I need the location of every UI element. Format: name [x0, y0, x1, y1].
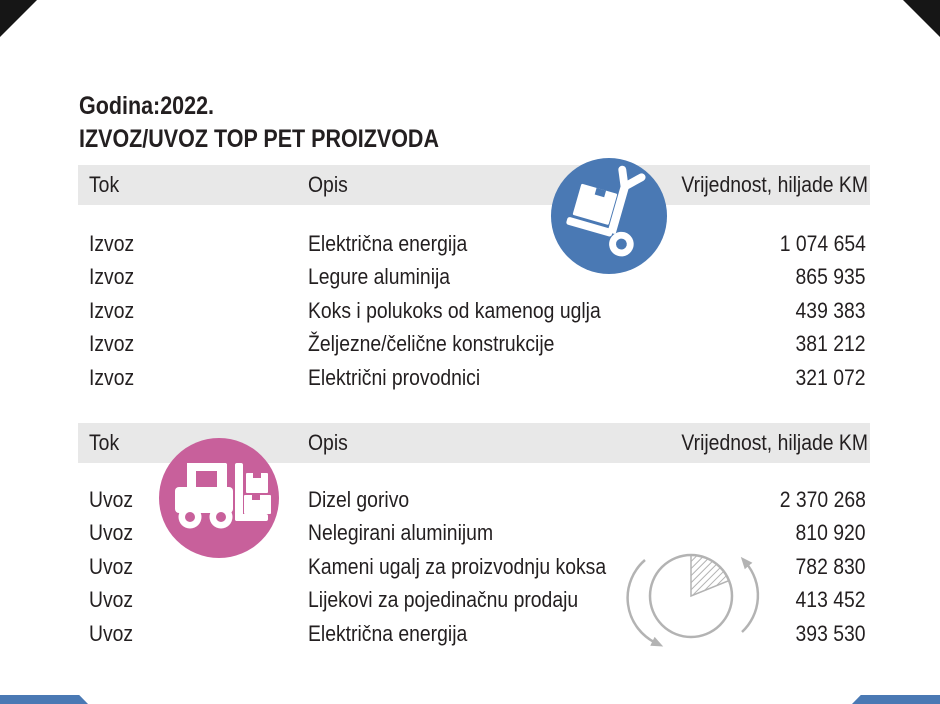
pie-chart-refresh-icon [624, 543, 760, 661]
table-row: Izvoz Koks i polukoks od kamenog uglja 4… [78, 294, 870, 328]
cell-description: Električna energija [308, 620, 468, 646]
header-value: Vrijednost, hiljade KM [681, 430, 868, 455]
cell-flow: Uvoz [89, 620, 134, 646]
cell-value: 2 370 268 [779, 486, 866, 512]
cell-value: 865 935 [796, 264, 866, 290]
header-description: Opis [308, 430, 348, 455]
export-rows: Izvoz Električna energija 1 074 654 Izvo… [78, 227, 870, 395]
footer-bar-bottom-left [0, 695, 88, 704]
import-rows: Uvoz Dizel gorivo 2 370 268 Uvoz Nelegir… [78, 483, 870, 651]
cell-flow: Izvoz [89, 264, 135, 290]
title-main: IZVOZ/UVOZ TOP PET PROIZVODA [79, 125, 439, 153]
cell-flow: Uvoz [89, 520, 134, 546]
cell-description: Kameni ugalj za proizvodnju koksa [308, 553, 607, 579]
cell-value: 321 072 [796, 364, 866, 390]
corner-triangle-top-left [0, 0, 37, 37]
table-row: Izvoz Električna energija 1 074 654 [78, 227, 870, 261]
table-row: Uvoz Kameni ugalj za proizvodnju koksa 7… [78, 550, 870, 584]
cell-description: Željezne/čelične konstrukcije [308, 331, 555, 357]
table-row: Izvoz Željezne/čelične konstrukcije 381 … [78, 328, 870, 362]
cell-value: 439 383 [796, 297, 866, 323]
cell-flow: Uvoz [89, 587, 134, 613]
cell-description: Legure aluminija [308, 264, 451, 290]
cell-description: Električna energija [308, 230, 468, 256]
header-flow: Tok [89, 172, 120, 197]
export-table-header: Tok Opis Vrijednost, hiljade KM [78, 165, 870, 205]
cell-value: 1 074 654 [779, 230, 866, 256]
cell-description: Električni provodnici [308, 364, 481, 390]
table-row: Izvoz Električni provodnici 321 072 [78, 361, 870, 395]
cell-flow: Izvoz [89, 230, 135, 256]
title-year: Godina:2022. [79, 92, 215, 120]
page-title: Godina:2022. IZVOZ/UVOZ TOP PET PROIZVOD… [79, 90, 498, 156]
table-row: Izvoz Legure aluminija 865 935 [78, 261, 870, 295]
header-flow: Tok [89, 430, 120, 455]
cell-flow: Izvoz [89, 297, 135, 323]
cell-flow: Izvoz [89, 331, 135, 357]
hand-truck-icon [550, 157, 668, 275]
cell-description: Dizel gorivo [308, 486, 410, 512]
cell-value: 393 530 [796, 620, 866, 646]
cell-description: Koks i polukoks od kamenog uglja [308, 297, 601, 323]
forklift-icon [158, 437, 280, 559]
cell-description: Lijekovi za pojedinačnu prodaju [308, 587, 579, 613]
cell-value: 810 920 [796, 520, 866, 546]
table-row: Uvoz Električna energija 393 530 [78, 617, 870, 651]
footer-bar-bottom-right [852, 695, 940, 704]
cell-flow: Uvoz [89, 553, 134, 579]
corner-triangle-top-right [903, 0, 940, 37]
cell-value: 381 212 [796, 331, 866, 357]
cell-description: Nelegirani aluminijum [308, 520, 494, 546]
cell-value: 413 452 [796, 587, 866, 613]
export-table: Tok Opis Vrijednost, hiljade KM Izvoz El… [78, 165, 870, 395]
cell-flow: Uvoz [89, 486, 134, 512]
table-row: Uvoz Nelegirani aluminijum 810 920 [78, 517, 870, 551]
table-row: Uvoz Lijekovi za pojedinačnu prodaju 413… [78, 584, 870, 618]
table-row: Uvoz Dizel gorivo 2 370 268 [78, 483, 870, 517]
cell-value: 782 830 [796, 553, 866, 579]
cell-flow: Izvoz [89, 364, 135, 390]
header-description: Opis [308, 172, 348, 197]
header-value: Vrijednost, hiljade KM [681, 172, 868, 197]
